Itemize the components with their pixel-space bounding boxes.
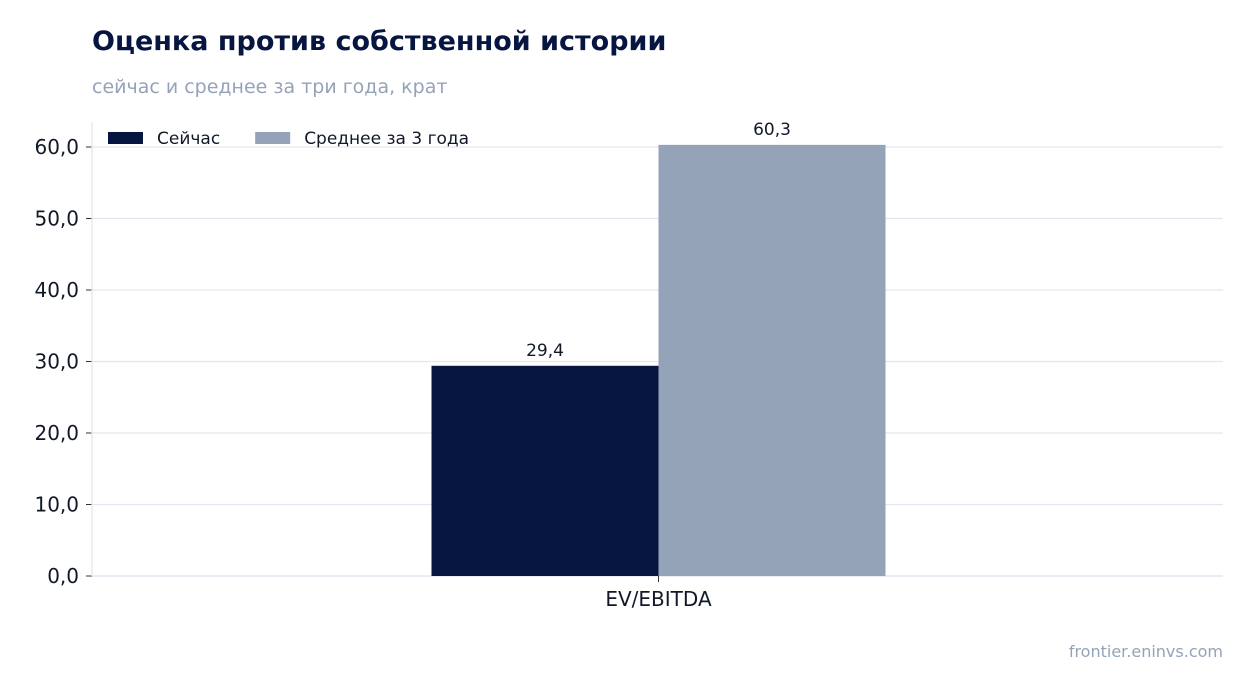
chart-title: Оценка против собственной истории [92,26,667,57]
y-tick-label: 10,0 [34,493,79,517]
y-tick-label: 30,0 [34,350,79,374]
data-label: 29,4 [526,341,564,361]
y-tick-label: 50,0 [34,207,79,231]
bar-1 [658,144,886,577]
chart-subtitle: сейчас и среднее за три года, крат [92,76,448,98]
legend-swatch-1 [255,132,291,144]
y-tick-label: 0,0 [47,564,79,588]
bar-0 [431,365,659,576]
legend-swatch-0 [108,132,143,144]
data-label: 60,3 [753,120,791,140]
legend: Сейчас Среднее за 3 года [108,129,469,149]
legend-label-0: Сейчас [157,129,220,149]
bars [431,144,886,577]
legend-label-1: Среднее за 3 года [304,129,469,149]
y-tick-label: 60,0 [34,135,79,159]
data-labels: 29,4 60,3 [526,120,791,361]
y-tick-label: 20,0 [34,421,79,445]
x-tick-label: EV/EBITDA [605,587,712,611]
y-tick-label: 40,0 [34,278,79,302]
source-credit: frontier.eninvs.com [1068,642,1223,661]
